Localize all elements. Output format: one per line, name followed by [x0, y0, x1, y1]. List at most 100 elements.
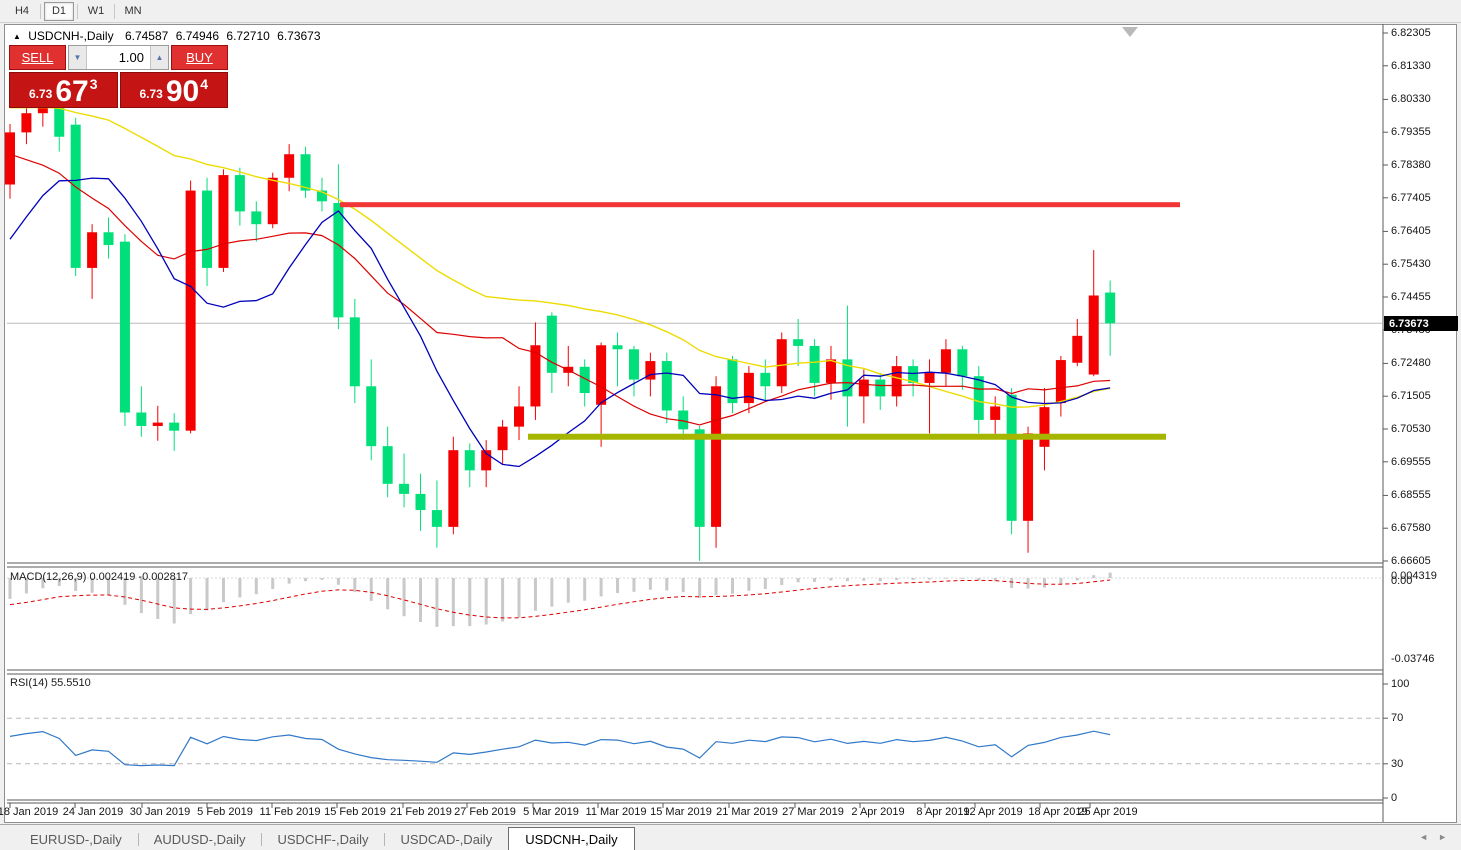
- bear-candle: [694, 429, 705, 527]
- macd-histogram-bar: [402, 578, 406, 617]
- subwindow-collapse-icon[interactable]: ▲: [13, 32, 21, 41]
- macd-histogram-bar: [665, 578, 669, 591]
- buy-price-display[interactable]: 6.73 90 4: [119, 72, 228, 108]
- macd-histogram-bar: [107, 578, 111, 595]
- chart-title: ▲ USDCNH-,Daily 6.74587 6.74946 6.72710 …: [13, 29, 321, 43]
- macd-histogram-bar: [632, 578, 636, 592]
- macd-histogram-bar: [648, 578, 652, 590]
- chart-window[interactable]: [4, 24, 1457, 823]
- macd-histogram-bar: [336, 578, 340, 585]
- macd-histogram-bar: [928, 578, 932, 580]
- bear-candle: [973, 376, 984, 420]
- bear-candle: [793, 339, 804, 346]
- bear-candle: [875, 379, 886, 397]
- tab-scroll-right-icon[interactable]: ►: [1438, 832, 1447, 842]
- bear-candle: [727, 359, 738, 404]
- macd-histogram-bar: [780, 578, 784, 586]
- bear-candle: [579, 366, 590, 394]
- symbol-tab-usdcaddaily[interactable]: USDCAD-,Daily: [384, 829, 508, 850]
- bear-candle: [842, 359, 853, 397]
- macd-histogram-bar: [616, 578, 620, 594]
- timeframe-button-w1[interactable]: W1: [87, 5, 105, 17]
- macd-histogram-bar: [1108, 572, 1112, 578]
- sell-button[interactable]: SELL: [9, 45, 66, 70]
- chart-title-low: 6.72710: [226, 29, 270, 43]
- bull-candle: [21, 113, 32, 133]
- bear-candle: [546, 315, 557, 373]
- macd-histogram-bar: [369, 578, 373, 601]
- macd-histogram-bar: [205, 578, 209, 611]
- macd-histogram-bar: [944, 577, 948, 579]
- bull-candle: [858, 379, 869, 397]
- bull-candle: [645, 361, 656, 380]
- bear-candle: [366, 386, 377, 447]
- chart-title-open: 6.74587: [124, 29, 169, 43]
- macd-histogram-bar: [304, 578, 308, 582]
- macd-histogram-bar: [123, 578, 127, 605]
- timeframe-button-d1[interactable]: D1: [44, 1, 74, 21]
- bull-candle: [152, 422, 163, 426]
- macd-histogram-bar: [271, 578, 275, 590]
- bear-candle: [70, 124, 81, 268]
- macd-histogram-bar: [484, 578, 488, 625]
- bear-candle: [251, 211, 262, 225]
- sell-price-prefix: 6.73: [28, 87, 53, 101]
- bull-candle: [1072, 335, 1083, 363]
- macd-histogram-bar: [41, 578, 45, 589]
- rsi-line: [9, 730, 1111, 767]
- resistance-line: [340, 202, 1180, 208]
- bull-candle: [940, 349, 951, 373]
- bull-candle: [826, 359, 836, 383]
- timeframe-button-mn[interactable]: MN: [124, 5, 142, 17]
- macd-histogram-bar: [1010, 578, 1014, 588]
- macd-histogram-bar: [796, 578, 800, 583]
- sell-price-display[interactable]: 6.73 67 3: [9, 72, 118, 108]
- symbol-tab-eurusddaily[interactable]: EURUSD-,Daily: [30, 832, 122, 847]
- volume-value[interactable]: 1.00: [118, 50, 144, 65]
- volume-spinner: ▼ 1.00 ▲: [68, 45, 169, 70]
- bull-candle: [284, 154, 295, 178]
- macd-histogram-bar: [468, 578, 472, 627]
- bear-candle: [1105, 292, 1116, 324]
- symbol-tab-audusddaily[interactable]: AUDUSD-,Daily: [137, 829, 262, 850]
- bear-candle: [957, 349, 968, 377]
- moving-average: [9, 153, 1111, 426]
- macd-histogram-bar: [730, 578, 734, 594]
- bear-candle: [349, 317, 360, 387]
- bull-candle: [87, 232, 98, 268]
- symbol-tab-usdcnhdaily[interactable]: USDCNH-,Daily: [508, 827, 635, 850]
- macd-histogram-bar: [1092, 575, 1096, 578]
- symbol-tab-usdchfdaily[interactable]: USDCHF-,Daily: [261, 829, 384, 850]
- bear-candle: [628, 349, 639, 380]
- rsi-indicator-label: RSI(14) 55.5510: [10, 677, 91, 689]
- scroll-to-end-icon[interactable]: [1122, 27, 1138, 37]
- bear-candle: [234, 175, 245, 212]
- bear-candle: [333, 203, 344, 318]
- sell-price-pip: 3: [89, 76, 98, 92]
- bear-candle: [103, 232, 114, 246]
- chart-title-high: 6.74946: [175, 29, 220, 43]
- main-chart-canvas[interactable]: [0, 24, 1461, 822]
- volume-increase-button[interactable]: ▲: [150, 46, 168, 69]
- macd-histogram-bar: [24, 578, 28, 594]
- bull-candle: [776, 339, 787, 387]
- macd-histogram-bar: [156, 578, 160, 619]
- timeframe-button-h4[interactable]: H4: [14, 5, 30, 17]
- macd-histogram-bar: [599, 578, 603, 597]
- buy-button[interactable]: BUY: [171, 45, 228, 70]
- tab-scroll-left-icon[interactable]: ◄: [1419, 832, 1429, 842]
- bear-candle: [169, 422, 180, 431]
- volume-decrease-button[interactable]: ▼: [69, 46, 87, 69]
- bull-candle: [743, 372, 754, 404]
- bear-candle: [1006, 394, 1017, 521]
- bear-candle: [119, 241, 130, 413]
- macd-histogram-bar: [1026, 578, 1030, 589]
- sell-price-main: 67: [55, 74, 89, 108]
- macd-histogram-bar: [221, 578, 225, 603]
- support-line: [528, 433, 1166, 440]
- chart-title-close: 6.73673: [277, 29, 321, 43]
- macd-indicator-label: MACD(12,26,9) 0.002419 -0.002817: [10, 571, 188, 583]
- buy-price-prefix: 6.73: [139, 87, 163, 101]
- macd-histogram-bar: [451, 578, 455, 627]
- macd-histogram-bar: [977, 578, 981, 581]
